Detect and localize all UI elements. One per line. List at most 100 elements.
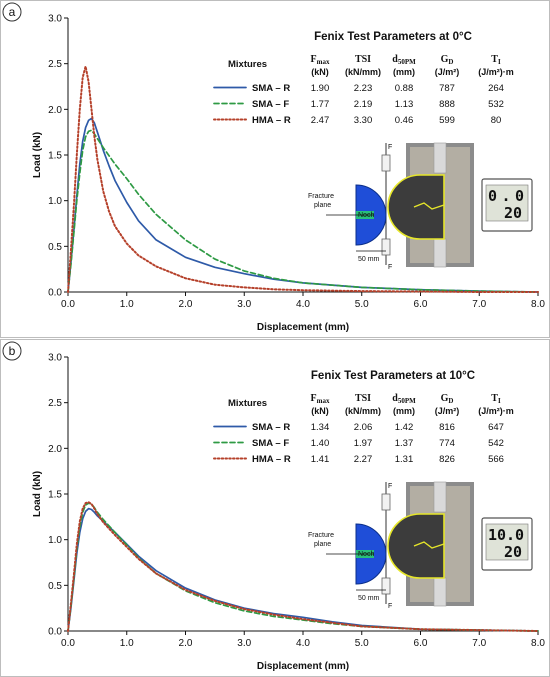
legend-entry-name: HMA – R [252, 115, 291, 126]
thermometer-screen [485, 523, 529, 561]
y-tick-label: 1.0 [48, 535, 62, 546]
param-header-symbol-main: T [491, 54, 498, 65]
param-value: 2.27 [354, 454, 373, 465]
y-tick-label: 1.5 [48, 490, 62, 501]
y-tick-label: 2.0 [48, 444, 62, 455]
y-tick-label: 2.5 [48, 398, 62, 409]
param-value: 542 [488, 438, 504, 449]
x-tick-label: 4.0 [296, 638, 310, 649]
x-tick-label: 6.0 [414, 638, 428, 649]
param-header-symbol: TSI [355, 393, 371, 404]
clamp-top [381, 154, 391, 172]
param-header-symbol: d50PM [392, 393, 416, 405]
param-header-unit: (kN/mm) [345, 406, 381, 416]
series-line-hmar [67, 501, 539, 632]
param-value: 532 [488, 99, 504, 110]
table-title: Fenix Test Parameters at 0°C [314, 31, 472, 43]
param-value: 264 [488, 83, 504, 94]
table-title: Fenix Test Parameters at 10°C [311, 370, 475, 382]
y-tick-label: 0.5 [48, 242, 62, 253]
photo-clamp-top [433, 481, 447, 513]
photo-specimen [387, 513, 445, 579]
param-header-symbol-main: F [311, 393, 317, 404]
param-header-symbol-main: T [491, 393, 498, 404]
x-axis-title: Displacement (mm) [257, 661, 349, 672]
param-header-symbol: TI [491, 54, 501, 66]
force-label-bottom: F [388, 264, 392, 271]
y-tick-label: 3.0 [48, 353, 62, 364]
legend-entry-name: HMA – R [252, 454, 291, 465]
param-value: 1.34 [311, 422, 330, 433]
clamp-bottom [381, 577, 391, 595]
param-header-symbol: GD [441, 54, 454, 66]
param-header-symbol-main: TSI [355, 54, 371, 65]
x-tick-label: 3.0 [237, 299, 251, 310]
param-header-symbol: Fmax [311, 54, 330, 66]
legend-title: Mixtures [228, 59, 267, 70]
x-tick-label: 0.0 [61, 638, 75, 649]
param-header-symbol-main: G [441, 393, 449, 404]
x-tick-label: 2.0 [179, 638, 193, 649]
x-tick-label: 7.0 [472, 299, 486, 310]
param-value: 1.31 [395, 454, 414, 465]
y-tick-label: 2.5 [48, 59, 62, 70]
thermometer-screen [485, 184, 529, 222]
param-value: 826 [439, 454, 455, 465]
panel-label: b [9, 344, 16, 358]
chart-panel-b: b 0.0 0.5 1.0 1.5 2.0 2.5 3.0 0.0 1.0 2.0 3.0 4.0 5.0… [0, 339, 550, 677]
param-value: 1.13 [395, 99, 414, 110]
legend-entry-name: SMA – R [252, 422, 290, 433]
panel-label-circle [2, 341, 22, 361]
param-header-symbol-main: TSI [355, 393, 371, 404]
y-tick-label: 0.0 [48, 288, 62, 299]
param-header-subscript: 50PM [398, 58, 416, 66]
photo-specimen [387, 174, 445, 240]
param-header-symbol: TSI [355, 54, 371, 65]
test-setup-inset: F F Fracture plane Noch 50 mm 10.020 [308, 481, 533, 610]
thermometer-humidity: 20 [504, 204, 522, 222]
x-tick-label: 5.0 [355, 299, 369, 310]
y-axis-title: Load (kN) [32, 471, 43, 517]
param-value: 0.88 [395, 83, 414, 94]
param-header-symbol-main: d [392, 393, 398, 404]
param-header-symbol: TI [491, 393, 501, 405]
param-header-unit: (J/m²)·m [478, 406, 514, 416]
param-header-unit: (kN) [311, 67, 329, 77]
param-value: 599 [439, 115, 455, 126]
thermometer-temperature: 10.0 [488, 526, 524, 544]
clamp-top [381, 493, 391, 511]
series-line-smaf [67, 129, 539, 293]
param-header-symbol: d50PM [392, 54, 416, 66]
x-tick-label: 2.0 [179, 299, 193, 310]
param-header-subscript: I [498, 397, 501, 405]
y-tick-label: 3.0 [48, 14, 62, 25]
param-header-unit: (kN) [311, 406, 329, 416]
param-value: 774 [439, 438, 455, 449]
param-header-unit: (kN/mm) [345, 67, 381, 77]
param-value: 2.19 [354, 99, 373, 110]
fracture-label: Fracture [308, 532, 334, 539]
x-tick-label: 8.0 [531, 299, 545, 310]
param-header-subscript: max [317, 58, 330, 66]
x-tick-label: 4.0 [296, 299, 310, 310]
param-value: 1.97 [354, 438, 373, 449]
force-label-top: F [388, 144, 392, 151]
param-value: 1.37 [395, 438, 414, 449]
legend-title: Mixtures [228, 398, 267, 409]
x-tick-label: 1.0 [120, 299, 134, 310]
y-axis-title: Load (kN) [32, 132, 43, 178]
param-value: 2.23 [354, 83, 373, 94]
param-value: 2.47 [311, 115, 330, 126]
param-header-unit: (J/m²)·m [478, 67, 514, 77]
param-value: 3.30 [354, 115, 373, 126]
param-value: 647 [488, 422, 504, 433]
param-value: 1.42 [395, 422, 414, 433]
param-value: 1.77 [311, 99, 330, 110]
param-header-unit: (mm) [393, 406, 415, 416]
param-header-symbol: Fmax [311, 393, 330, 405]
photo-crack-line [413, 202, 445, 210]
x-tick-label: 0.0 [61, 299, 75, 310]
scale-label: 50 mm [358, 595, 380, 602]
y-tick-label: 0.5 [48, 581, 62, 592]
scale-label: 50 mm [358, 256, 380, 263]
